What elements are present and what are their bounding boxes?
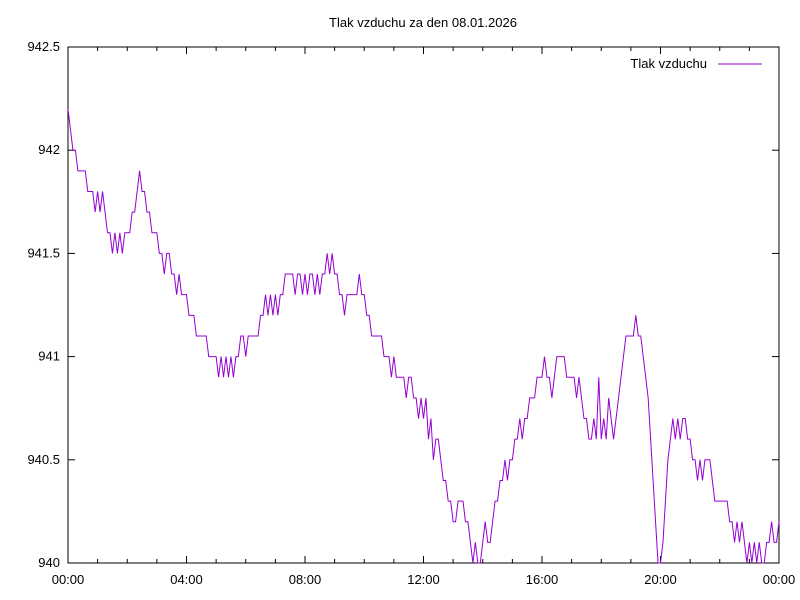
x-tick-label: 12:00 [407,572,440,587]
x-tick-label: 00:00 [763,572,796,587]
y-tick-label: 940.5 [27,452,60,467]
chart-title: Tlak vzduchu za den 08.01.2026 [329,15,517,30]
y-tick-label: 940 [38,555,60,570]
x-tick-label: 16:00 [526,572,559,587]
y-tick-label: 942 [38,142,60,157]
x-tick-label: 20:00 [644,572,677,587]
y-tick-label: 941 [38,349,60,364]
legend-label: Tlak vzduchu [630,56,707,71]
y-tick-label: 942.5 [27,39,60,54]
x-tick-label: 04:00 [170,572,203,587]
pressure-series-line [67,108,780,564]
x-tick-label: 08:00 [289,572,322,587]
axis-tick-labels: 00:00 04:00 08:00 12:00 16:00 20:00 00:00 940 94… [27,39,795,587]
x-tick-label: 00:00 [52,572,85,587]
legend: Tlak vzduchu [630,56,762,71]
y-tick-label: 941.5 [27,245,60,260]
